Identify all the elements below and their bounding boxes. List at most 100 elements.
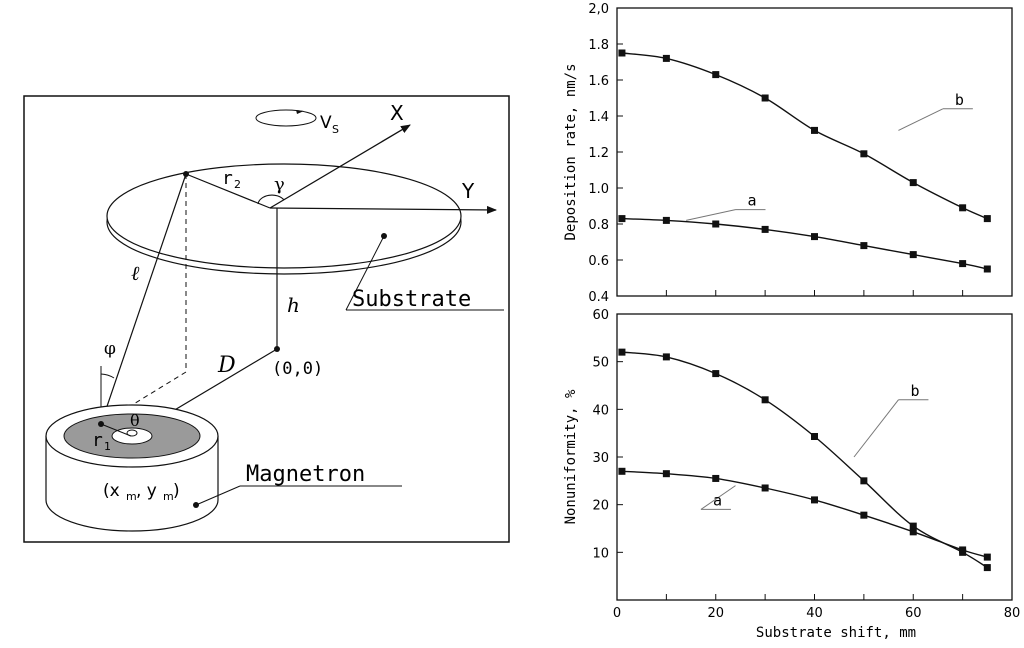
r1-label: r (92, 430, 103, 451)
deposition-rate-series-a-point (761, 225, 769, 233)
d-label: D (217, 353, 236, 378)
nonuniformity-y-axis-label: Nonuniformity, % (563, 389, 579, 524)
deposition-rate-series-a-point (959, 260, 967, 268)
deposition-rate-series-a-point (811, 233, 818, 241)
deposition-rate-y-tick-label: 0.6 (588, 254, 609, 269)
nonuniformity-series-a-point (860, 511, 868, 519)
deposition-rate-y-tick-label: 0.4 (588, 290, 609, 305)
deposition-rate-y-tick-label: 2,0 (588, 2, 609, 17)
substrate-leader (345, 235, 385, 311)
nonuniformity-series-a-line (621, 470, 988, 558)
xm-open-label: (x (103, 481, 120, 501)
nonuniformity-y-tick-label: 10 (592, 546, 609, 561)
gamma-angle-arc (257, 194, 285, 205)
deposition-rate-series-b-leader (898, 108, 944, 131)
deposition-rate-series-b-point (811, 126, 818, 134)
nonuniformity-y-tick-label: 50 (592, 356, 609, 371)
deposition-rate-y-tick-label: 1.4 (588, 110, 609, 125)
nonuniformity-series-b-point (618, 348, 626, 356)
deposition-rate-series-a-point (983, 265, 991, 273)
deposition-rate-series-a-point (618, 215, 626, 223)
nonuniformity-series-b-point (860, 477, 868, 485)
deposition-rate-series-b-point (712, 71, 720, 79)
ell-line (100, 173, 187, 425)
deposition-rate-series-b-point (618, 49, 626, 57)
nonuniformity-series-b-point (761, 396, 769, 404)
nonuniformity-x-tick-label: 0 (613, 606, 621, 621)
deposition-rate-series-b-label: b (955, 91, 964, 109)
deposition-rate-series-b-point (860, 150, 868, 158)
deposition-rate-series-a-label: a (748, 192, 757, 210)
rotation-arrowhead-icon (296, 110, 304, 114)
nonuniformity-series-a-point (909, 528, 917, 536)
nonuniformity-series-b-line (621, 351, 988, 569)
nonuniformity-series-b-point (983, 564, 991, 572)
ym-mid-label: , y (136, 481, 157, 501)
nonuniformity-series-b-label: b (910, 382, 919, 400)
deposition-rate-series-b-point (909, 179, 917, 187)
deposition-rate-series-b-point (662, 54, 670, 62)
xm-sub-label: m (126, 490, 137, 503)
nonuniformity-y-tick-label: 20 (592, 499, 609, 514)
nonuniformity-series-a-leader (700, 485, 736, 510)
nonuniformity-y-tick-label: 60 (592, 308, 609, 323)
nonuniformity-series-a-point (712, 474, 720, 482)
h-label: h (287, 293, 300, 317)
r1-sub-label: 1 (104, 440, 111, 453)
deposition-rate-plot-frame (616, 7, 1013, 297)
phi-angle-arc (100, 373, 115, 379)
deposition-rate-y-tick-label: 1.8 (588, 38, 609, 53)
nonuniformity-series-b-point (959, 548, 967, 556)
deposition-rate-series-b-line (621, 52, 988, 220)
nonuniformity-x-tick-label: 40 (806, 606, 823, 621)
deposition-rate-y-axis-label: Deposition rate, nm/s (563, 63, 579, 240)
theta-label: θ (130, 411, 140, 430)
ell-label: ℓ (131, 261, 140, 285)
phi-label: φ (104, 339, 116, 359)
schematic: V S X Y γ r 2 Substrate h (0,0) ℓ (23, 95, 510, 543)
y-axis-label: Y (461, 179, 475, 203)
deposition-rate-series-a-line (621, 217, 988, 270)
origin-label: (0,0) (272, 359, 323, 379)
ym-close-label: ) (173, 481, 180, 501)
nonuniformity-series-a-point (761, 484, 769, 492)
rotation-arrow-icon (255, 109, 317, 127)
deposition-rate-series-a-point (662, 216, 670, 224)
deposition-rate-series-b-point (959, 204, 967, 212)
nonuniformity-series-b-point (712, 370, 720, 378)
nonuniformity-series-a-point (983, 553, 991, 561)
substrate-disk (106, 163, 462, 269)
magnetron-label: Magnetron (246, 462, 365, 487)
r2-sub-label: 2 (234, 178, 241, 191)
nonuniformity-x-tick-label: 80 (1004, 606, 1021, 621)
deposition-rate-y-tick-label: 1.6 (588, 74, 609, 89)
nonuniformity-series-a-point (618, 467, 626, 475)
magnetron-leader (195, 485, 241, 506)
substrate-label: Substrate (352, 287, 471, 312)
deposition-rate-series-b-point (983, 215, 991, 223)
deposition-rate-series-b-point (761, 94, 769, 102)
magnetron-center-marker (126, 429, 138, 437)
r2-line (185, 173, 271, 209)
gamma-label: γ (274, 174, 285, 195)
x-axis-label: X (390, 101, 404, 125)
rotation-sub-label: S (332, 123, 339, 136)
nonuniformity-y-tick-label: 30 (592, 451, 609, 466)
deposition-rate-series-a-point (712, 220, 720, 228)
nonuniformity-series-a-point (811, 496, 818, 504)
schematic-frame (23, 95, 510, 543)
deposition-rate-chart: 0.4 0.6 0.8 1.0 1.2 1.4 1.6 1.8 2,0 a b Depositio… (563, 2, 1013, 305)
nonuniformity-series-a-point (662, 470, 670, 478)
r2-label: r (222, 168, 233, 189)
deposition-rate-series-a-point (860, 242, 868, 250)
nonuniformity-series-b-point (662, 353, 670, 361)
nonuniformity-series-b-point (909, 522, 917, 530)
nonuniformity-series-a-label: a (713, 491, 722, 509)
deposition-rate-series-a-point (909, 251, 917, 259)
nonuniformity-chart: 10 20 30 40 50 60 0 20 40 60 80 a b Nonuniformity, … (563, 308, 1020, 641)
rotation-label: V (320, 113, 332, 133)
nonuniformity-x-tick-label: 20 (707, 606, 724, 621)
ym-sub-label: m (163, 490, 174, 503)
nonuniformity-plot-frame (616, 313, 1013, 601)
